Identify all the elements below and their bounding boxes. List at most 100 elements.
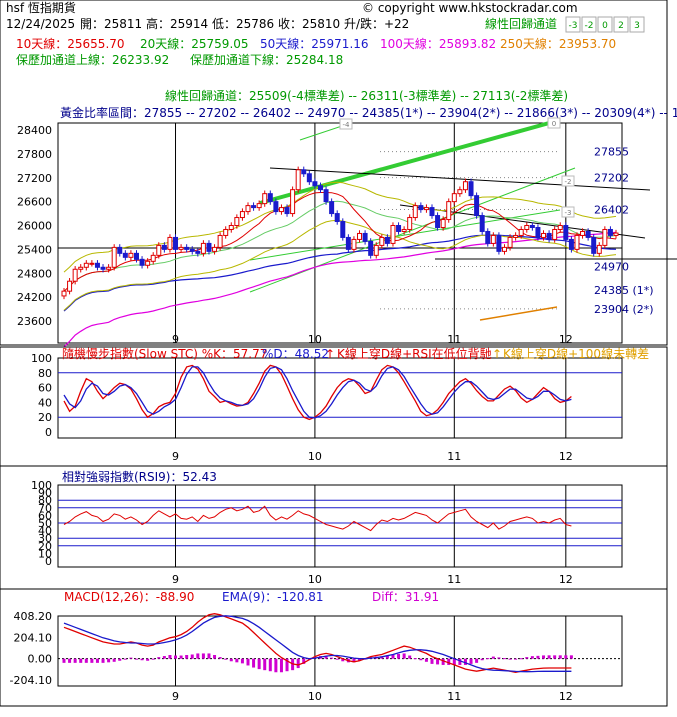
channel-marker-label: -3: [565, 209, 572, 217]
macd-histogram-bar: [246, 658, 250, 666]
y-tick-label: 20: [38, 540, 52, 553]
candle-body: [529, 225, 535, 228]
macd-histogram-bar: [352, 658, 356, 663]
candle-body: [574, 234, 580, 250]
candle-body: [418, 205, 424, 211]
macd-histogram-bar: [190, 654, 194, 659]
ema-label: EMA(9)：-120.81: [222, 590, 323, 604]
candle-body: [580, 230, 586, 236]
candle-body: [212, 246, 218, 252]
candle-body: [479, 215, 485, 232]
channel-title: 線性回歸通道: [485, 16, 557, 31]
candle-body: [290, 189, 296, 215]
stc-title: 隨機慢步指數(Slow STC) %K：57.77: [62, 346, 267, 361]
macd-histogram-bar: [185, 655, 189, 659]
y-tick-label: 25400: [17, 243, 52, 256]
macd-histogram-bar: [497, 657, 501, 659]
y-tick-label: 60: [38, 509, 52, 522]
macd-histogram-bar: [285, 658, 289, 672]
x-tick-label: 12: [559, 450, 573, 463]
candle-body: [117, 246, 123, 254]
macd-histogram-bar: [207, 653, 211, 659]
macd-histogram-bar: [62, 658, 66, 663]
x-tick-label: 12: [559, 333, 573, 346]
ma-labels: 10天線：25655.70 20天線：25759.05 50天線：25971.16 1…: [16, 36, 616, 51]
y-tick-label: 28400: [17, 124, 52, 137]
channel-button-label: -2: [585, 21, 594, 31]
macd-histogram-bar: [213, 655, 217, 659]
macd-histogram-bar: [385, 655, 389, 659]
candle-body: [379, 236, 385, 246]
candle-body: [407, 217, 413, 230]
y-tick-label: 0: [45, 555, 52, 568]
channel-marker-box: [561, 175, 575, 187]
macd-histogram-bar: [413, 658, 417, 660]
y-tick-label: 40: [38, 396, 52, 409]
candle-body: [195, 250, 201, 254]
x-tick-label: 11: [447, 450, 461, 463]
signal-up2-text: K線上穿D線+100線未轉差: [503, 346, 649, 361]
macd-histogram-bar: [257, 658, 261, 670]
macd-title: MACD(12,26)：-88.90: [64, 590, 194, 604]
channel-button-box: [629, 16, 645, 33]
stc-series-d: [63, 366, 572, 419]
x-tick-label: 9: [172, 690, 179, 703]
macd-histogram-bar: [196, 653, 200, 659]
candle-body: [501, 246, 507, 252]
channel-button-label: 2: [618, 21, 624, 31]
panel2-frame: [0, 346, 668, 467]
macd-histogram-bar: [140, 658, 144, 661]
macd-histogram-bar: [447, 658, 451, 665]
candle-body: [245, 205, 251, 213]
ma-label: 10天線：25655.70: [16, 36, 125, 51]
macd-histogram-bar: [419, 658, 423, 661]
candle-body: [312, 181, 318, 187]
channel-button-label: 0: [602, 21, 608, 31]
candle-body: [485, 230, 491, 244]
macd-histogram-bar: [79, 658, 83, 663]
y-tick-label: 408.20: [14, 610, 53, 623]
candle-body: [301, 169, 307, 175]
macd-histogram-bar: [146, 658, 150, 661]
panel3-plot-area: [57, 484, 623, 568]
protection-upper: 保歷加通道上線：26233.92: [16, 52, 169, 67]
candle-body: [278, 207, 284, 213]
ma-label: 50天線：25971.16: [260, 36, 369, 51]
candle-body: [223, 228, 229, 236]
macd-histogram-bar: [430, 658, 434, 664]
macd-histogram-bar: [101, 658, 105, 663]
candle-body: [602, 228, 608, 246]
candle-body: [496, 234, 502, 252]
candle-body: [429, 207, 435, 217]
y-tick-label: 26600: [17, 196, 52, 209]
candle-body: [251, 205, 257, 209]
macd-histogram-bar: [240, 658, 244, 664]
y-tick-label: 204.10: [14, 631, 53, 644]
candle-body: [100, 266, 106, 270]
channel-line-top: [299, 124, 346, 141]
candle-body: [390, 225, 396, 244]
macd-histogram-bar: [380, 656, 384, 659]
macd-histogram-bar: [475, 658, 479, 663]
candle-body: [368, 240, 374, 256]
candle-body: [357, 232, 363, 240]
candle-body: [178, 246, 184, 250]
ema-line: [63, 615, 572, 673]
macd-histogram-bar: [168, 655, 172, 659]
candle-body: [384, 236, 390, 244]
bollinger-lower: [63, 219, 617, 311]
candle-body: [217, 234, 223, 248]
fib-level-label: 27202: [594, 172, 629, 185]
macd-histogram-bar: [514, 658, 518, 660]
fib-level-label: 26402: [594, 204, 629, 217]
candle-body: [490, 234, 496, 244]
macd-histogram-bar: [224, 658, 228, 660]
y-tick-label: 27800: [17, 148, 52, 161]
x-tick-label: 12: [559, 690, 573, 703]
candle-body: [596, 244, 602, 254]
fib-level-label: 24970: [594, 260, 629, 273]
macd-histogram-bar: [564, 655, 568, 659]
trend-line-upper: [269, 167, 651, 191]
y-tick-label: 26000: [17, 220, 52, 233]
channel-marker-box: [339, 118, 353, 130]
